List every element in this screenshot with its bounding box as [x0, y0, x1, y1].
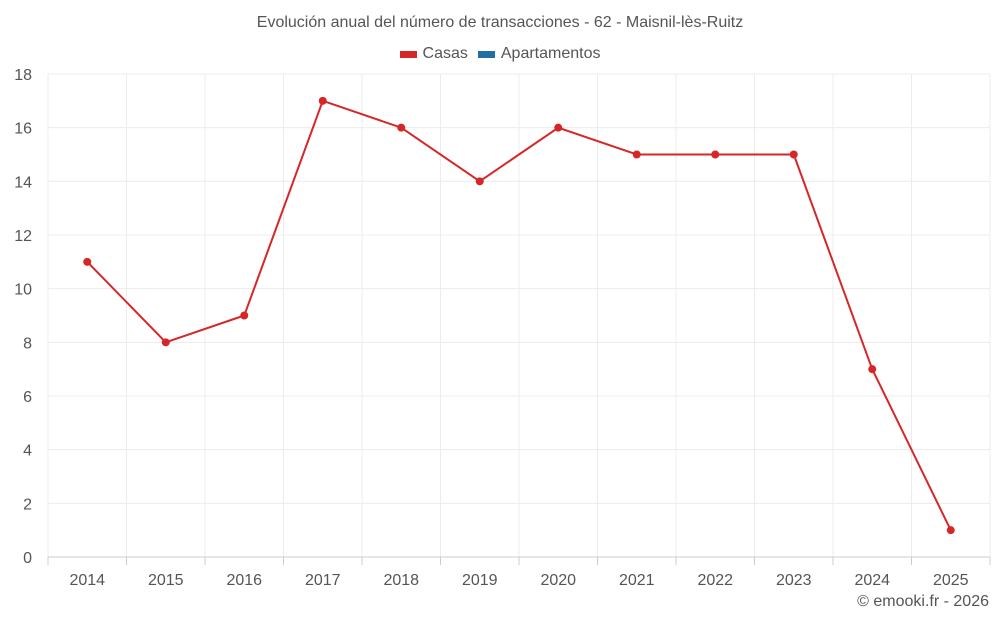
- x-tick-label: 2019: [462, 572, 498, 589]
- y-tick-label: 14: [14, 174, 32, 191]
- data-point[interactable]: [318, 96, 327, 105]
- y-tick-label: 8: [23, 335, 32, 352]
- legend-swatch-casas: [399, 50, 417, 58]
- series: [83, 96, 955, 535]
- y-tick-label: 2: [23, 496, 32, 513]
- data-point[interactable]: [868, 365, 877, 374]
- x-tick-label: 2024: [854, 572, 890, 589]
- y-tick-label: 6: [23, 389, 32, 406]
- x-tick-label: 2022: [697, 572, 733, 589]
- x-tick-label: 2016: [226, 572, 262, 589]
- legend: Casas Apartamentos: [0, 45, 1000, 63]
- data-point[interactable]: [632, 150, 641, 159]
- legend-item-apartamentos[interactable]: Apartamentos: [477, 45, 601, 63]
- series-line-casas: [86, 99, 952, 531]
- legend-swatch-apartamentos: [477, 50, 495, 58]
- y-tick-label: 10: [14, 282, 32, 299]
- credit: © emooki.fr - 2026: [857, 593, 989, 610]
- x-tick-label: 2023: [776, 572, 812, 589]
- x-tick-label: 2025: [933, 572, 969, 589]
- axes: [47, 556, 991, 565]
- x-tick-label: 2014: [69, 572, 105, 589]
- x-tick-label: 2020: [540, 572, 576, 589]
- legend-label-casas: Casas: [422, 45, 468, 62]
- y-tick-label: 16: [14, 121, 32, 138]
- y-tick-labels: 0 2 4 6 8 10 12 14 16 18: [14, 67, 32, 567]
- data-point[interactable]: [554, 123, 563, 132]
- y-tick-label: 12: [14, 228, 32, 245]
- chart-title: Evolución anual del número de transaccio…: [256, 14, 744, 31]
- data-point[interactable]: [711, 150, 720, 159]
- y-tick-label: 4: [23, 443, 32, 460]
- x-tick-labels: 2014 2015 2016 2017 2018 2019 2020 2021 2022 2023…: [69, 572, 968, 589]
- x-tick-label: 2018: [383, 572, 419, 589]
- data-point[interactable]: [83, 257, 92, 266]
- data-point[interactable]: [397, 123, 406, 132]
- data-point[interactable]: [240, 311, 249, 320]
- y-tick-label: 18: [14, 67, 32, 84]
- data-point[interactable]: [475, 177, 484, 186]
- y-tick-label: 0: [23, 550, 32, 567]
- x-tick-label: 2021: [619, 572, 655, 589]
- data-point[interactable]: [161, 338, 170, 347]
- grid: [47, 73, 991, 557]
- data-point[interactable]: [789, 150, 798, 159]
- data-point[interactable]: [946, 526, 955, 535]
- legend-item-casas[interactable]: Casas: [399, 45, 468, 63]
- x-tick-label: 2015: [148, 572, 184, 589]
- x-tick-label: 2017: [305, 572, 341, 589]
- legend-label-apartamentos: Apartamentos: [500, 45, 601, 62]
